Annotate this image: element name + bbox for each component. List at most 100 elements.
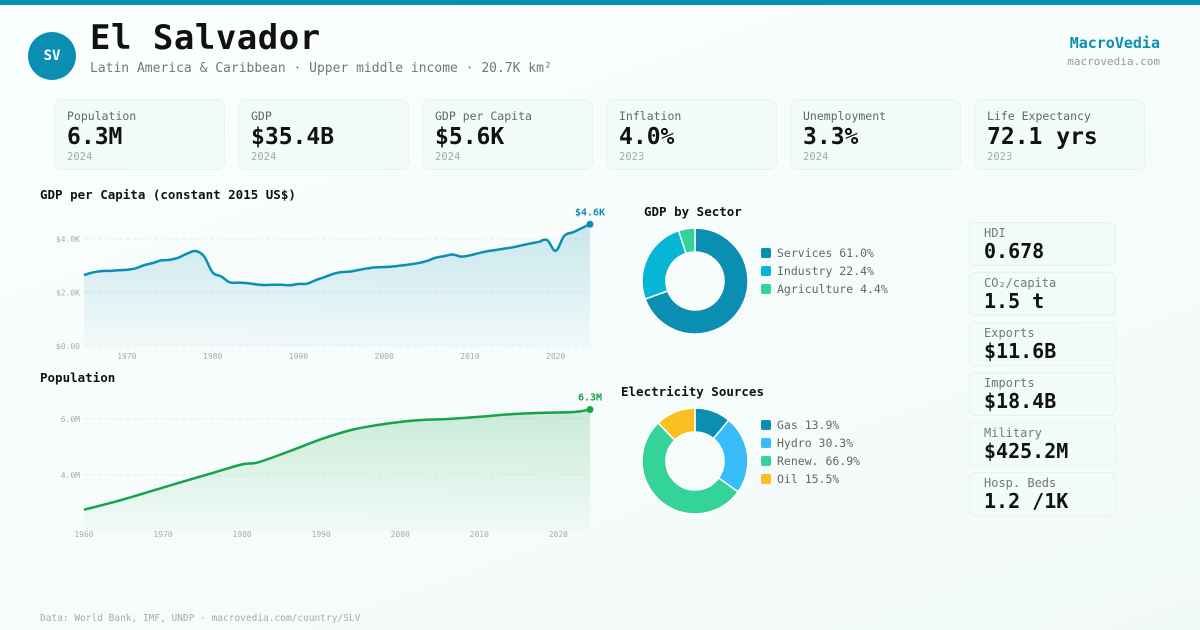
x-tick-label: 2010 xyxy=(470,530,489,539)
legend-item-gas: Gas 13.9% xyxy=(761,416,860,434)
kpi-value: 3.3% xyxy=(803,124,859,150)
kpi-value: $35.4B xyxy=(251,124,335,150)
kpi-card-gdp: GDP $35.4B 2024 xyxy=(238,99,409,170)
stat-value: $425.2M xyxy=(984,439,1069,463)
end-value-label: $4.6K xyxy=(575,207,605,218)
area-fill xyxy=(84,409,590,531)
x-tick-label: 1960 xyxy=(74,530,93,539)
kpi-label: GDP xyxy=(251,109,272,123)
kpi-value: 72.1 yrs xyxy=(987,124,1098,150)
legend-swatch xyxy=(761,266,771,276)
legend-swatch xyxy=(761,284,771,294)
page-subtitle: Latin America & Caribbean · Upper middle… xyxy=(90,61,552,76)
legend-label: Hydro 30.3% xyxy=(777,436,854,450)
x-tick-label: 2020 xyxy=(546,352,565,361)
gdp-per-capita-chart: $0.00 $2.0K $4.0K 1970 1980 1990 2000 2010 2020 $… xyxy=(56,207,605,361)
legend-swatch xyxy=(761,248,771,258)
kpi-label: GDP per Capita xyxy=(435,109,532,123)
legend-label: Gas 13.9% xyxy=(777,418,840,432)
kpi-year: 2023 xyxy=(987,151,1013,163)
x-tick-label: 2000 xyxy=(375,352,394,361)
kpi-label: Life Expectancy xyxy=(987,109,1091,123)
country-avatar: SV xyxy=(28,32,76,80)
area-fill xyxy=(84,224,590,346)
y-tick-label: $0.00 xyxy=(56,342,80,351)
sector-chart-title: GDP by Sector xyxy=(644,204,742,219)
stat-card-hdi: HDI 0.678 xyxy=(969,222,1116,266)
legend-label: Renew. 66.9% xyxy=(777,454,861,468)
brand-url[interactable]: macrovedia.com xyxy=(1067,55,1160,68)
kpi-year: 2024 xyxy=(67,151,93,163)
kpi-year: 2023 xyxy=(619,151,645,163)
kpi-label: Unemployment xyxy=(803,109,887,123)
x-tick-label: 1990 xyxy=(289,352,308,361)
legend-item-agriculture: Agriculture 4.4% xyxy=(761,280,888,298)
stat-label: CO₂/capita xyxy=(984,276,1057,290)
gdp-by-sector-donut xyxy=(641,227,749,335)
kpi-year: 2024 xyxy=(251,151,277,163)
legend-label: Agriculture 4.4% xyxy=(777,282,888,296)
x-tick-label: 2020 xyxy=(549,530,568,539)
stat-value: 1.2 /1K xyxy=(984,489,1069,513)
legend-swatch xyxy=(761,438,771,448)
page-title: El Salvador xyxy=(90,18,321,58)
stat-card-hospital-beds: Hosp. Beds 1.2 /1K xyxy=(969,472,1116,516)
population-chart: 4.0M 6.0M 1960 1970 1980 1990 2000 2010 2020 6.3M xyxy=(61,392,602,539)
stat-value: $18.4B xyxy=(984,389,1057,413)
end-point-marker xyxy=(586,405,594,413)
legend-swatch xyxy=(761,474,771,484)
stat-label: Hosp. Beds xyxy=(984,476,1057,490)
kpi-year: 2024 xyxy=(803,151,829,163)
kpi-card-gdp-per-capita: GDP per Capita $5.6K 2024 xyxy=(422,99,593,170)
legend-label: Oil 15.5% xyxy=(777,472,840,486)
legend-swatch xyxy=(761,456,771,466)
y-tick-label: 4.0M xyxy=(61,471,80,480)
x-tick-label: 2000 xyxy=(391,530,410,539)
kpi-card-inflation: Inflation 4.0% 2023 xyxy=(606,99,777,170)
stat-value: 1.5 t xyxy=(984,289,1045,313)
donut-slice-services xyxy=(644,227,749,335)
brand-logo[interactable]: MacroVedia xyxy=(1069,34,1160,52)
x-tick-label: 1990 xyxy=(312,530,331,539)
electricity-chart-title: Electricity Sources xyxy=(621,384,764,399)
x-tick-label: 2010 xyxy=(460,352,479,361)
end-point-marker xyxy=(586,220,594,228)
kpi-card-unemployment: Unemployment 3.3% 2024 xyxy=(790,99,961,170)
kpi-value: $5.6K xyxy=(435,124,505,150)
series-line xyxy=(83,408,591,511)
legend-swatch xyxy=(761,420,771,430)
x-tick-label: 1970 xyxy=(117,352,136,361)
x-tick-label: 1980 xyxy=(232,530,251,539)
top-accent-bar xyxy=(0,0,1200,5)
stat-card-imports: Imports $18.4B xyxy=(969,372,1116,416)
end-value-label: 6.3M xyxy=(578,392,602,403)
legend-item-industry: Industry 22.4% xyxy=(761,262,888,280)
legend-item-renewables: Renew. 66.9% xyxy=(761,452,860,470)
sector-legend: Services 61.0% Industry 22.4% Agricultur… xyxy=(761,244,888,298)
stat-value: $11.6B xyxy=(984,339,1057,363)
stat-label: Exports xyxy=(984,326,1035,340)
x-tick-label: 1980 xyxy=(203,352,222,361)
stat-label: Military xyxy=(984,426,1042,440)
avatar-text: SV xyxy=(43,48,61,64)
series-line xyxy=(83,223,591,287)
donut-slice-oil xyxy=(657,407,696,442)
kpi-row: Population 6.3M 2024 GDP $35.4B 2024 GDP… xyxy=(54,99,1145,170)
kpi-card-life-expectancy: Life Expectancy 72.1 yrs 2023 xyxy=(974,99,1145,170)
stat-value: 0.678 xyxy=(984,239,1045,263)
donut-slice-agriculture xyxy=(677,227,696,255)
donut-slice-industry xyxy=(641,229,687,300)
legend-item-services: Services 61.0% xyxy=(761,244,888,262)
legend-label: Industry 22.4% xyxy=(777,264,874,278)
stat-label: Imports xyxy=(984,376,1035,390)
y-tick-label: $2.0K xyxy=(56,289,80,298)
kpi-card-population: Population 6.3M 2024 xyxy=(54,99,225,170)
legend-item-hydro: Hydro 30.3% xyxy=(761,434,860,452)
kpi-value: 4.0% xyxy=(619,124,675,150)
y-tick-label: 6.0M xyxy=(61,415,80,424)
kpi-value: 6.3M xyxy=(67,124,123,150)
legend-label: Services 61.0% xyxy=(777,246,874,260)
gdp-chart-title: GDP per Capita (constant 2015 US$) xyxy=(40,187,296,202)
population-chart-title: Population xyxy=(40,370,116,385)
electricity-sources-donut xyxy=(641,407,749,515)
